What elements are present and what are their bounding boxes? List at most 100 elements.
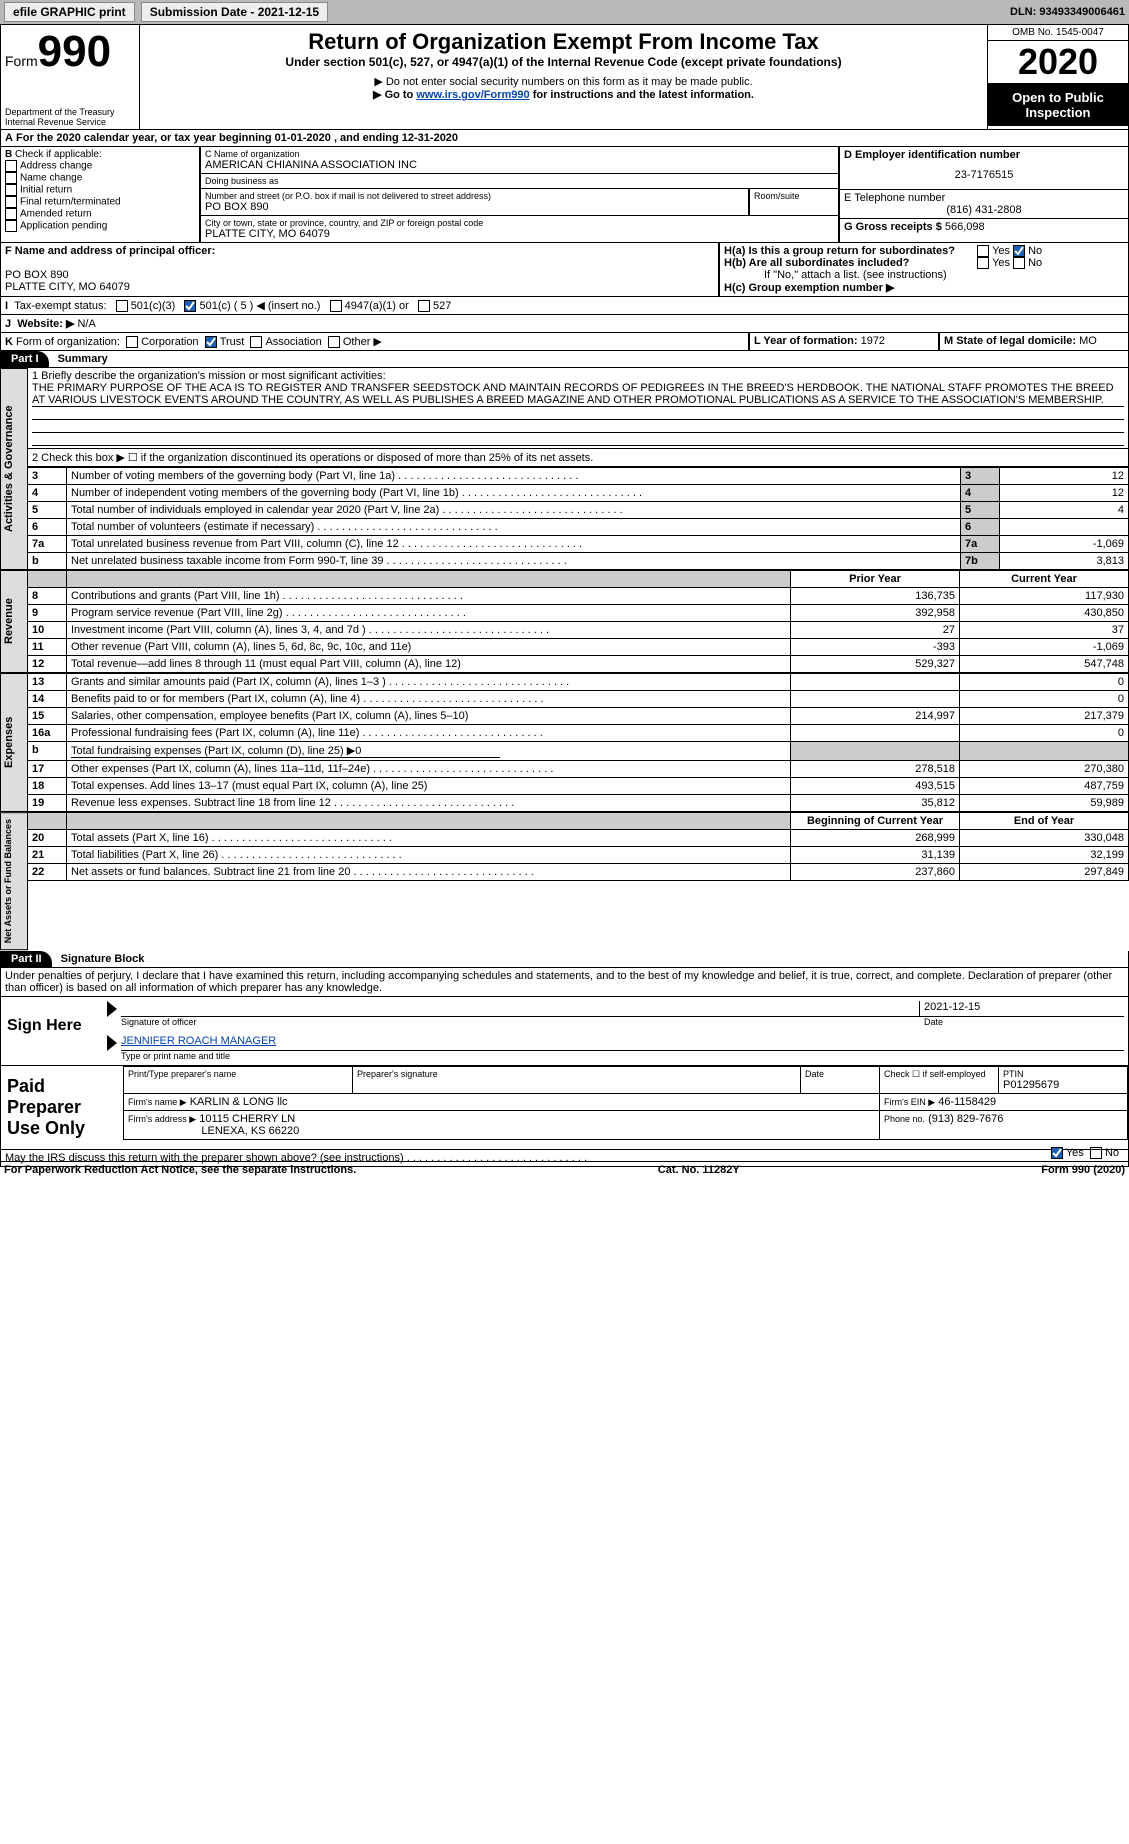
room-label: Room/suite xyxy=(754,191,834,201)
efile-label[interactable]: efile GRAPHIC print xyxy=(4,2,135,22)
cb-address-change[interactable] xyxy=(5,160,17,172)
self-emp-label: Check ☐ if self-employed xyxy=(884,1069,994,1080)
ein-value: 23-7176515 xyxy=(844,169,1124,181)
exp-n-4: b xyxy=(32,744,39,756)
net-t-0: Total assets (Part X, line 16) xyxy=(71,832,209,844)
rev-p-0: 136,735 xyxy=(791,588,960,605)
org-city: PLATTE CITY, MO 64079 xyxy=(205,228,834,240)
cb-application[interactable] xyxy=(5,220,17,232)
discuss-yes[interactable] xyxy=(1051,1147,1063,1159)
officer-label: F Name and address of principal officer: xyxy=(5,245,215,257)
arrow-icon-2 xyxy=(107,1035,117,1051)
revenue-table: Prior YearCurrent Year 8Contributions an… xyxy=(28,570,1129,673)
cb-other[interactable] xyxy=(328,336,340,348)
col-current: Current Year xyxy=(1011,573,1077,585)
b-item-0: Address change xyxy=(20,161,92,172)
net-t-1: Total liabilities (Part X, line 26) xyxy=(71,849,218,861)
line-a-text: For the 2020 calendar year, or tax year … xyxy=(16,132,458,144)
tab-revenue: Revenue xyxy=(0,570,28,673)
cb-4947[interactable] xyxy=(330,300,342,312)
exp-t-0: Grants and similar amounts paid (Part IX… xyxy=(71,676,386,688)
form-header: Form990 Department of the Treasury Inter… xyxy=(0,24,1129,130)
net-t-2: Net assets or fund balances. Subtract li… xyxy=(71,866,350,878)
gov-n-2: 5 xyxy=(32,504,38,516)
exp-p-1 xyxy=(791,691,960,708)
cb-final-return[interactable] xyxy=(5,196,17,208)
exp-p-3 xyxy=(791,725,960,742)
addr-label: Number and street (or P.O. box if mail i… xyxy=(205,191,744,201)
tab-governance: Activities & Governance xyxy=(0,368,28,570)
net-c-1: 32,199 xyxy=(960,847,1129,864)
hb-no[interactable] xyxy=(1013,257,1025,269)
exp-t-1: Benefits paid to or for members (Part IX… xyxy=(71,693,360,705)
discuss-no[interactable] xyxy=(1090,1147,1102,1159)
cb-assoc[interactable] xyxy=(250,336,262,348)
net-c-0: 330,048 xyxy=(960,830,1129,847)
officer-name[interactable]: JENNIFER ROACH MANAGER xyxy=(121,1035,276,1047)
cb-amended[interactable] xyxy=(5,208,17,220)
firm-phone-label: Phone no. xyxy=(884,1114,925,1124)
gross-value: 566,098 xyxy=(945,221,985,233)
gov-v-5: 3,813 xyxy=(1000,553,1129,570)
gov-b-2: 5 xyxy=(965,504,971,516)
tax-status-label: Tax-exempt status: xyxy=(14,300,106,312)
net-p-0: 268,999 xyxy=(791,830,960,847)
b-item-1: Name change xyxy=(20,173,82,184)
ha-no[interactable] xyxy=(1013,245,1025,257)
sign-here-label: Sign Here xyxy=(1,997,103,1065)
arrow-icon xyxy=(107,1001,117,1017)
exp-c-7: 59,989 xyxy=(960,795,1129,812)
ha-yes-label: Yes xyxy=(992,245,1010,257)
sig-date-label: Date xyxy=(924,1017,1124,1027)
opt-assoc: Association xyxy=(265,336,321,348)
mission-text: THE PRIMARY PURPOSE OF THE ACA IS TO REG… xyxy=(32,382,1124,407)
exp-t-3: Professional fundraising fees (Part IX, … xyxy=(71,727,359,739)
cb-corp[interactable] xyxy=(126,336,138,348)
line-a: A For the 2020 calendar year, or tax yea… xyxy=(0,130,1129,147)
c-name-label: C Name of organization xyxy=(205,149,834,159)
part2-title: Signature Block xyxy=(55,951,151,967)
net-p-2: 237,860 xyxy=(791,864,960,881)
omb-number: OMB No. 1545-0047 xyxy=(988,25,1128,41)
cb-501c3[interactable] xyxy=(116,300,128,312)
exp-p-7: 35,812 xyxy=(791,795,960,812)
rev-t-1: Program service revenue (Part VIII, line… xyxy=(71,607,283,619)
exp-c-5: 270,380 xyxy=(960,761,1129,778)
rev-n-3: 11 xyxy=(32,641,44,653)
exp-p-2: 214,997 xyxy=(791,708,960,725)
gov-t-5: Net unrelated business taxable income fr… xyxy=(71,555,383,567)
cb-trust[interactable] xyxy=(205,336,217,348)
sig-officer-label: Signature of officer xyxy=(121,1017,924,1027)
firm-addr-label: Firm's address ▶ xyxy=(128,1114,196,1124)
rev-t-3: Other revenue (Part VIII, column (A), li… xyxy=(71,641,411,653)
net-c-2: 297,849 xyxy=(960,864,1129,881)
ha-yes[interactable] xyxy=(977,245,989,257)
gov-v-1: 12 xyxy=(1000,485,1129,502)
exp-t-4: Total fundraising expenses (Part IX, col… xyxy=(71,744,500,758)
top-bar: efile GRAPHIC print Submission Date - 20… xyxy=(0,0,1129,24)
submission-date-button[interactable]: Submission Date - 2021-12-15 xyxy=(141,2,328,22)
cb-501c[interactable] xyxy=(184,300,196,312)
part1-header: Part I xyxy=(1,351,49,367)
rev-c-2: 37 xyxy=(960,622,1129,639)
hb-yes[interactable] xyxy=(977,257,989,269)
b-header: Check if applicable: xyxy=(15,149,102,160)
cb-name-change[interactable] xyxy=(5,172,17,184)
gov-v-0: 12 xyxy=(1000,468,1129,485)
dept-irs: Internal Revenue Service xyxy=(5,117,135,127)
cb-initial-return[interactable] xyxy=(5,184,17,196)
exp-n-6: 18 xyxy=(32,780,44,792)
officer-addr1: PO BOX 890 xyxy=(5,269,69,281)
cb-527[interactable] xyxy=(418,300,430,312)
goto-suffix: for instructions and the latest informat… xyxy=(530,89,754,101)
ptin-label: PTIN xyxy=(1003,1069,1123,1079)
instructions-link[interactable]: www.irs.gov/Form990 xyxy=(416,89,529,101)
firm-ein: 46-1158429 xyxy=(938,1096,996,1108)
gov-n-5: b xyxy=(32,555,39,567)
net-p-1: 31,139 xyxy=(791,847,960,864)
exp-c-6: 487,759 xyxy=(960,778,1129,795)
opt-4947: 4947(a)(1) or xyxy=(345,300,409,312)
net-n-0: 20 xyxy=(32,832,44,844)
section-b: B Check if applicable: Address change Na… xyxy=(0,147,200,243)
gov-n-3: 6 xyxy=(32,521,38,533)
